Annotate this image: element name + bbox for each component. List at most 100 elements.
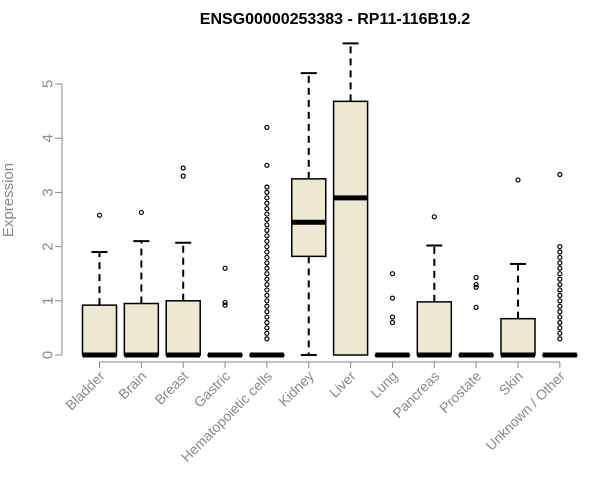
outlier-point bbox=[264, 303, 270, 309]
y-tick-label: 2 bbox=[40, 242, 57, 250]
outlier-point bbox=[557, 298, 563, 304]
outlier-point bbox=[264, 200, 270, 206]
outlier-point bbox=[264, 124, 270, 130]
outlier-point bbox=[138, 209, 144, 216]
outlier-point bbox=[473, 281, 479, 288]
box-pancreas bbox=[416, 214, 453, 358]
outlier-point bbox=[264, 319, 270, 326]
outlier-point bbox=[264, 254, 270, 261]
outlier-point bbox=[222, 302, 228, 308]
outlier-point bbox=[96, 212, 103, 218]
outlier-point bbox=[431, 214, 437, 220]
outlier-point bbox=[264, 298, 270, 304]
x-tick-label: Bladder bbox=[62, 368, 108, 414]
x-tick-label: Pancreas bbox=[389, 368, 442, 421]
x-tick-label: Liver bbox=[326, 368, 359, 401]
outlier-point bbox=[264, 238, 270, 244]
y-tick-label: 5 bbox=[40, 80, 57, 88]
outlier-point bbox=[264, 216, 270, 223]
x-tick-label: Unknown / Other bbox=[482, 368, 568, 454]
outlier-point bbox=[557, 249, 563, 255]
box-kidney bbox=[291, 72, 327, 356]
outlier-point bbox=[264, 211, 270, 217]
iqr-box bbox=[332, 100, 369, 356]
x-tick-label: Skin bbox=[496, 368, 527, 399]
y-tick-label: 0 bbox=[40, 351, 57, 359]
outlier-point bbox=[264, 184, 270, 190]
outlier-point bbox=[473, 274, 479, 281]
outlier-point bbox=[389, 295, 396, 301]
outlier-point bbox=[473, 304, 479, 310]
outlier-point bbox=[264, 233, 270, 239]
box-liver bbox=[332, 42, 369, 356]
outlier-point bbox=[389, 314, 396, 320]
outlier-point bbox=[557, 244, 563, 250]
box-prostate bbox=[458, 274, 494, 358]
outlier-point bbox=[264, 276, 270, 282]
outlier-point bbox=[557, 254, 563, 261]
y-tick-label: 1 bbox=[40, 297, 57, 305]
outlier-point bbox=[264, 260, 270, 266]
y-axis-label: Expression bbox=[0, 163, 17, 237]
outlier-point bbox=[264, 336, 270, 342]
iqr-box bbox=[165, 300, 201, 356]
outlier-point bbox=[557, 271, 563, 277]
outlier-point bbox=[264, 281, 270, 288]
x-tick-label: Kidney bbox=[275, 368, 317, 410]
outlier-point bbox=[557, 325, 563, 331]
y-tick-label: 3 bbox=[40, 188, 57, 196]
outlier-point bbox=[264, 227, 270, 233]
outlier-point bbox=[557, 281, 563, 288]
outlier-point bbox=[473, 284, 479, 290]
outlier-point bbox=[389, 319, 396, 326]
outlier-point bbox=[264, 244, 270, 250]
x-tick-label: Prostate bbox=[436, 368, 484, 416]
outlier-point bbox=[557, 260, 563, 266]
outlier-point bbox=[180, 165, 186, 171]
boxes-group bbox=[81, 42, 578, 358]
outlier-point bbox=[264, 287, 270, 293]
chart-title: ENSG00000253383 - RP11-116B19.2 bbox=[200, 11, 471, 28]
y-tick-label: 4 bbox=[40, 134, 57, 142]
box-lung bbox=[374, 271, 411, 358]
iqr-box bbox=[416, 301, 453, 356]
box-hematopoietic-cells bbox=[249, 124, 285, 358]
outlier-point bbox=[264, 206, 270, 212]
outlier-point bbox=[557, 265, 563, 271]
x-tick-label: Brain bbox=[115, 368, 149, 402]
outlier-point bbox=[557, 309, 563, 315]
outlier-point bbox=[222, 299, 228, 306]
outlier-point bbox=[515, 177, 521, 183]
iqr-box bbox=[81, 304, 118, 356]
outlier-point bbox=[389, 271, 396, 277]
outlier-point bbox=[557, 303, 563, 309]
outlier-point bbox=[557, 276, 563, 282]
outlier-point bbox=[264, 222, 270, 228]
outlier-point bbox=[557, 171, 563, 178]
box-brain bbox=[123, 209, 160, 358]
outlier-point bbox=[264, 265, 270, 271]
box-gastric bbox=[207, 265, 243, 358]
outlier-point bbox=[264, 309, 270, 315]
iqr-box bbox=[123, 302, 160, 356]
outlier-point bbox=[557, 336, 563, 342]
outlier-point bbox=[557, 292, 563, 298]
box-skin bbox=[500, 177, 536, 358]
outlier-point bbox=[180, 173, 186, 179]
outlier-point bbox=[264, 314, 270, 320]
outlier-point bbox=[264, 271, 270, 277]
outlier-point bbox=[557, 287, 563, 293]
y-axis: 0 1 2 3 4 5 bbox=[40, 80, 63, 359]
outlier-point bbox=[264, 249, 270, 255]
outlier-point bbox=[264, 325, 270, 331]
x-tick-label: Breast bbox=[151, 368, 191, 408]
outlier-point bbox=[264, 189, 270, 195]
outlier-point bbox=[222, 265, 228, 271]
outlier-point bbox=[557, 319, 563, 326]
box-unknown-other bbox=[542, 171, 578, 358]
x-tick-label: Lung bbox=[367, 368, 400, 401]
outlier-point bbox=[264, 162, 270, 168]
outlier-point bbox=[264, 292, 270, 298]
